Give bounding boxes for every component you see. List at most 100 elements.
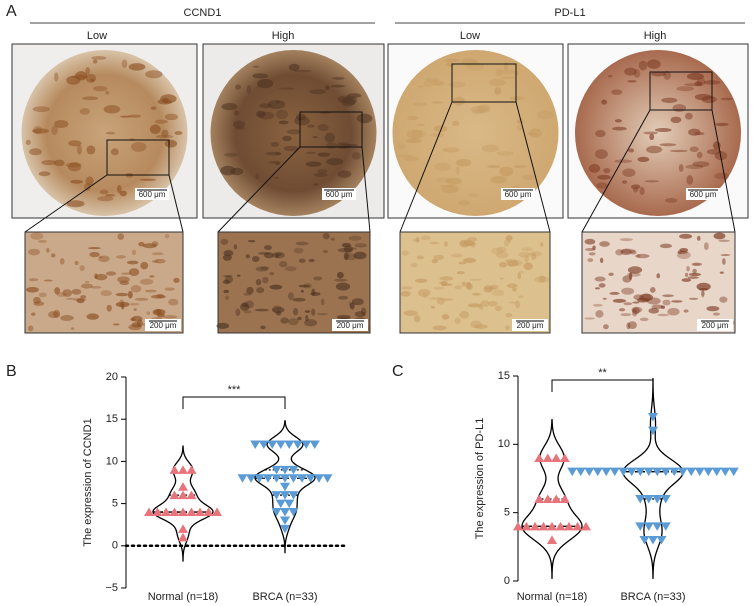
detail-texture xyxy=(151,241,159,247)
tissue-texture xyxy=(76,144,82,155)
detail-texture xyxy=(243,310,253,314)
data-point xyxy=(660,522,671,531)
tissue-texture xyxy=(32,128,50,134)
detail-texture xyxy=(473,324,488,329)
tissue-texture xyxy=(628,148,635,153)
tissue-texture xyxy=(670,116,682,124)
detail-texture xyxy=(619,238,633,242)
detail-texture xyxy=(612,298,627,303)
data-point xyxy=(280,491,290,500)
group-title: CCND1 xyxy=(184,7,222,19)
tissue-texture xyxy=(689,146,699,153)
tissue-texture xyxy=(638,60,648,71)
data-point xyxy=(559,494,570,503)
tissue-texture xyxy=(452,96,465,106)
detail-texture xyxy=(26,286,39,293)
detail-texture xyxy=(247,239,256,243)
tissue-texture xyxy=(651,71,666,77)
detail-texture xyxy=(284,266,297,272)
tissue-texture xyxy=(154,119,169,124)
tissue-texture xyxy=(283,145,300,152)
data-point xyxy=(267,440,278,450)
tissue-texture xyxy=(164,113,179,121)
detail-texture xyxy=(540,242,544,247)
tissue-texture xyxy=(324,132,336,143)
detail-texture xyxy=(260,325,266,330)
scale-bar-label: 600 μm xyxy=(139,190,166,199)
detail-texture xyxy=(119,280,130,286)
tissue-texture xyxy=(430,132,445,138)
detail-texture xyxy=(348,235,362,241)
zoom-line xyxy=(515,101,551,233)
data-point xyxy=(564,521,574,531)
tissue-texture xyxy=(294,69,312,73)
detail-texture xyxy=(521,247,533,252)
violin xyxy=(152,445,214,562)
detail-texture xyxy=(100,290,112,297)
detail-texture xyxy=(142,243,157,249)
detail-texture xyxy=(512,287,517,292)
detail-texture xyxy=(51,253,56,258)
tissue-texture xyxy=(612,126,627,131)
tissue-texture xyxy=(110,148,119,156)
detail-texture xyxy=(128,268,140,276)
detail-texture xyxy=(343,252,349,261)
y-tick-label: 5 xyxy=(504,507,510,519)
scale-bar-label: 200 μm xyxy=(337,321,364,330)
tissue-texture xyxy=(337,170,352,178)
tissue-texture xyxy=(91,56,107,60)
detail-texture xyxy=(56,292,67,297)
tissue-texture xyxy=(503,61,509,71)
detail-texture xyxy=(436,297,445,305)
detail-texture xyxy=(216,322,230,329)
data-point xyxy=(254,474,265,483)
tissue-texture xyxy=(670,149,688,153)
detail-texture xyxy=(99,255,103,259)
tissue-texture xyxy=(471,109,485,115)
tissue-texture xyxy=(496,151,514,156)
data-point xyxy=(648,426,658,436)
detail-texture xyxy=(615,249,624,256)
data-point xyxy=(178,465,188,474)
detail-texture xyxy=(700,290,705,297)
y-tick-label: 5 xyxy=(112,498,118,510)
tissue-texture xyxy=(128,63,146,71)
tissue-texture xyxy=(85,67,91,75)
tissue-texture xyxy=(282,135,292,142)
detail-texture xyxy=(626,322,631,330)
detail-texture xyxy=(688,297,699,300)
tissue-texture xyxy=(466,61,485,71)
tissue-texture xyxy=(307,124,315,128)
tissue-texture xyxy=(295,113,307,121)
tissue-texture xyxy=(694,93,712,101)
detail-texture xyxy=(240,303,250,311)
detail-texture xyxy=(703,242,709,251)
y-tick-label: −5 xyxy=(105,582,118,594)
tissue-texture xyxy=(325,142,337,149)
detail-texture xyxy=(720,254,731,257)
data-point xyxy=(547,521,557,531)
data-point xyxy=(618,467,629,477)
detail-texture xyxy=(458,261,467,265)
data-point xyxy=(639,536,650,545)
detail-texture xyxy=(683,309,689,313)
data-point xyxy=(203,507,214,517)
data-point xyxy=(728,467,739,477)
tissue-texture xyxy=(145,70,163,79)
detail-texture xyxy=(618,308,626,312)
tissue-texture xyxy=(41,159,57,166)
detail-texture xyxy=(256,287,265,294)
significance-bracket xyxy=(182,396,286,409)
tissue-texture xyxy=(255,110,266,118)
tissue-texture xyxy=(317,123,329,132)
detail-texture xyxy=(608,272,614,276)
detail-texture xyxy=(168,298,179,306)
tissue-texture xyxy=(79,108,90,115)
detail-texture xyxy=(627,266,643,274)
detail-texture xyxy=(677,249,683,255)
data-point xyxy=(635,495,646,504)
tissue-texture xyxy=(317,152,331,157)
detail-texture xyxy=(344,245,353,253)
detail-texture xyxy=(688,272,702,277)
tissue-texture xyxy=(685,112,693,120)
